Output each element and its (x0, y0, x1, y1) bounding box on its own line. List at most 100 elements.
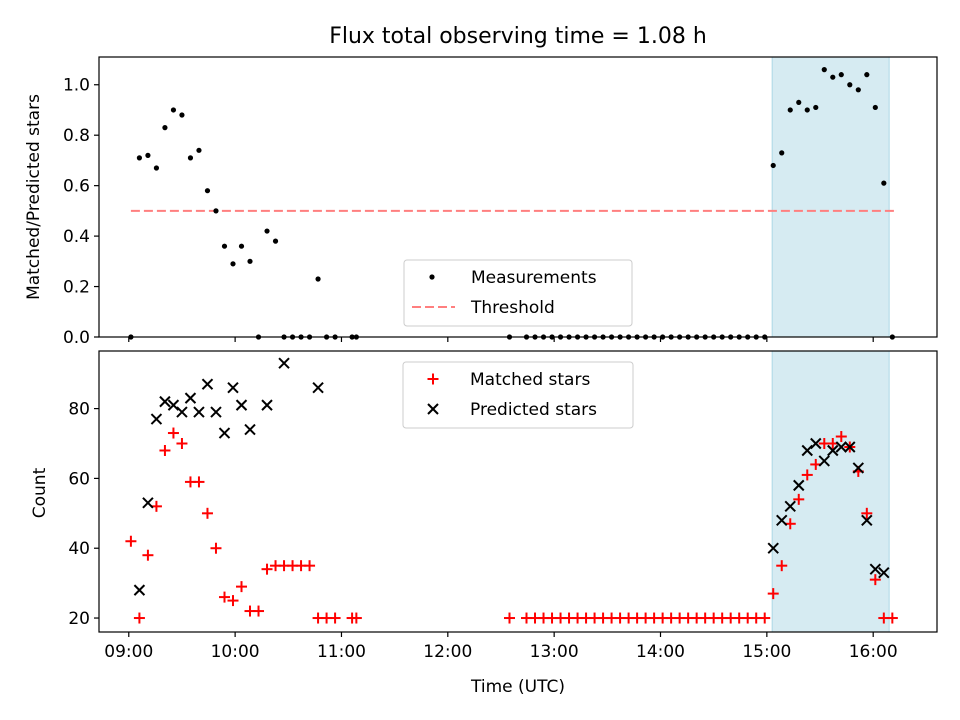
predicted-star-marker (793, 479, 805, 492)
matched-star-marker (133, 612, 145, 624)
predicted-star-marker (878, 566, 890, 579)
bottom-ylabel: Count (30, 467, 50, 518)
bottom-legend: Matched stars Predicted stars (402, 361, 634, 429)
legend-matched-marker (427, 373, 439, 385)
top-legend-box (403, 259, 633, 327)
y-tick-label: 0.6 (63, 177, 90, 197)
predicted-star-marker (869, 563, 882, 575)
measurement-point (264, 228, 270, 234)
bottom-x-axis: 09:00 10:00 11:00 12:00 13:00 14:00 15:00 16:00 (104, 632, 898, 662)
matched-star-marker (125, 535, 137, 547)
measurement-point (179, 112, 185, 118)
legend-measurements-label: Measurements (471, 268, 597, 288)
predicted-star-markers (133, 357, 890, 596)
measurement-point (162, 125, 168, 131)
predicted-star-marker (776, 514, 788, 527)
y-tick-label: 0.8 (63, 126, 90, 146)
predicted-star-marker (142, 497, 154, 509)
measurement-point (770, 162, 776, 169)
x-tick-label: 14:00 (636, 642, 685, 662)
measurement-point (847, 82, 853, 88)
measurement-point (238, 243, 245, 249)
matched-star-marker (793, 493, 805, 505)
measurement-point (872, 104, 878, 111)
y-tick-label: 20 (68, 609, 90, 629)
matched-star-marker (159, 444, 171, 456)
predicted-star-marker (861, 514, 873, 527)
predicted-star-marker (844, 441, 856, 453)
legend-plus-glyph (427, 373, 439, 385)
matched-star-marker (886, 612, 898, 624)
bottom-shaded-span (771, 350, 890, 633)
y-tick-label: 0.4 (63, 227, 90, 247)
predicted-star-marker (218, 427, 231, 439)
matched-star-marker (869, 574, 881, 586)
y-tick-label: 80 (68, 400, 90, 420)
matched-star-marker (176, 438, 188, 450)
predicted-star-marker (210, 406, 222, 418)
measurement-point (838, 72, 844, 78)
y-tick-label: 0.0 (63, 328, 90, 348)
measurement-point (196, 147, 202, 153)
legend-predicted-label: Predicted stars (470, 400, 597, 420)
legend-measurement-marker (429, 274, 435, 280)
bottom-y-axis: 20 40 60 80 (68, 400, 99, 629)
measurement-point (855, 87, 861, 93)
predicted-star-marker (827, 444, 839, 457)
matched-star-marker (142, 549, 154, 561)
matched-star-marker (253, 605, 265, 617)
predicted-star-marker (261, 399, 273, 411)
y-tick-label: 60 (68, 469, 90, 489)
x-tick-label: 09:00 (104, 642, 153, 662)
legend-threshold-label: Threshold (470, 298, 555, 318)
predicted-star-marker (818, 455, 830, 467)
measurement-point (247, 258, 253, 264)
measurement-point (881, 180, 887, 186)
x-tick-label: 12:00 (423, 642, 472, 662)
chart-title: Flux total observing time = 1.08 h (329, 24, 707, 49)
top-shaded-span (771, 56, 890, 338)
x-tick-label: 10:00 (211, 642, 260, 662)
x-tick-label: 11:00 (317, 642, 366, 662)
bottom-legend-box (402, 361, 634, 429)
predicted-star-marker (167, 399, 180, 411)
matched-star-marker (801, 469, 813, 481)
matched-star-marker (167, 427, 179, 439)
matched-star-marker (503, 612, 515, 624)
predicted-star-marker (133, 584, 146, 596)
measurement-point (804, 107, 810, 113)
predicted-star-marker (312, 381, 324, 394)
y-tick-label: 40 (68, 539, 90, 559)
top-panel: 0.0 0.2 0.4 0.6 0.8 1.0 Matched/Predicted sta… (24, 56, 938, 348)
predicted-star-marker (852, 462, 865, 474)
legend-x-glyph (427, 403, 439, 415)
matched-star-marker (759, 612, 771, 624)
x-tick-label: 16:00 (849, 642, 898, 662)
bottom-panel: 20 40 60 80 09:00 10:00 11:00 12:00 13:00 14:00 1… (30, 350, 938, 697)
measurement-point (779, 150, 785, 156)
top-axes-frame (98, 56, 938, 338)
measurement-point (204, 188, 211, 194)
measurement-point (821, 67, 827, 73)
predicted-star-marker (176, 406, 188, 418)
measurement-point (145, 152, 151, 158)
measurement-point (170, 107, 177, 113)
measurement-point (221, 243, 228, 249)
legend-predicted-marker (427, 403, 439, 415)
x-tick-label: 15:00 (742, 642, 791, 662)
matched-star-marker (201, 507, 213, 519)
measurement-point (213, 208, 219, 214)
y-tick-label: 0.2 (63, 278, 90, 298)
measurement-point (153, 165, 160, 171)
matched-star-marker (236, 581, 248, 593)
measurement-point (864, 72, 870, 78)
predicted-star-marker (159, 395, 171, 408)
measurement-point (136, 155, 143, 161)
predicted-star-marker (227, 381, 239, 394)
measurement-point (230, 261, 236, 267)
x-tick-label: 13:00 (530, 642, 579, 662)
matched-star-marker (261, 563, 273, 575)
matched-star-marker (776, 560, 788, 572)
predicted-star-marker (767, 542, 779, 554)
